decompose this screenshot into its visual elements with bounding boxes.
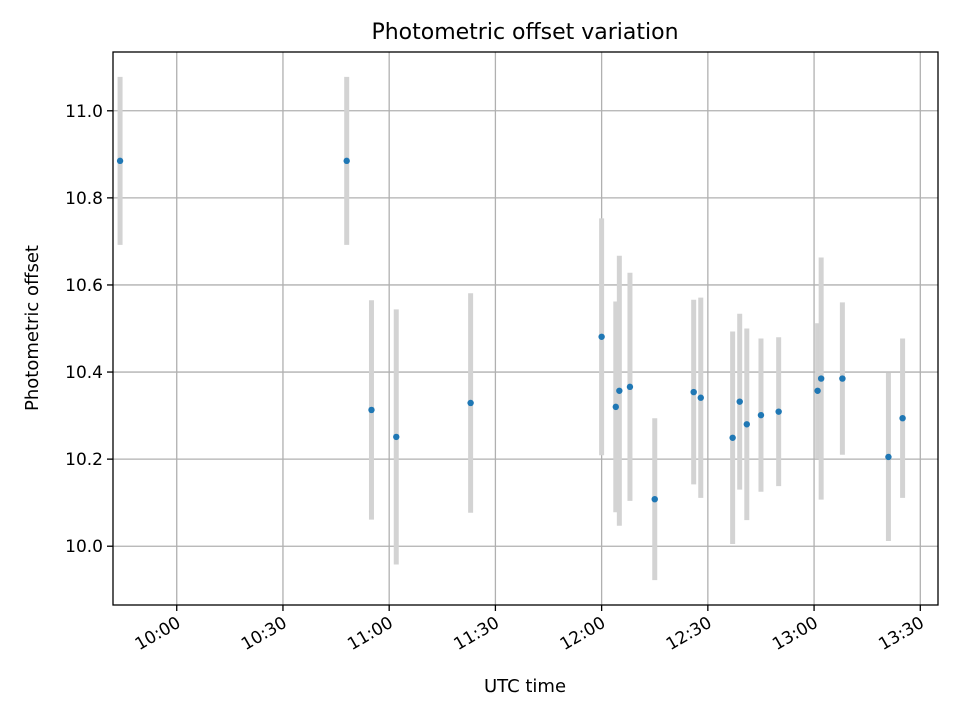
plot-frame bbox=[112, 51, 939, 606]
data-point bbox=[899, 414, 906, 422]
y-tick-label: 10.0 bbox=[65, 537, 103, 557]
data-point bbox=[598, 333, 605, 340]
data-point bbox=[343, 157, 350, 165]
data-points bbox=[116, 157, 906, 503]
y-tick-label: 10.4 bbox=[65, 363, 103, 383]
y-axis-label: Photometric offset bbox=[22, 245, 43, 411]
y-tick-label: 10.2 bbox=[65, 450, 103, 470]
data-point bbox=[757, 411, 765, 419]
data-point bbox=[651, 495, 658, 503]
data-point bbox=[736, 398, 743, 405]
y-tick-label: 10.6 bbox=[65, 276, 103, 296]
data-point bbox=[612, 403, 619, 411]
y-tick-label: 11.0 bbox=[65, 102, 103, 122]
data-point bbox=[690, 388, 697, 396]
data-point bbox=[626, 383, 634, 391]
y-axis: 10.0 10.2 10.4 10.6 10.8 11.0 bbox=[65, 102, 113, 557]
data-point bbox=[775, 408, 782, 415]
data-point bbox=[885, 453, 892, 461]
data-point bbox=[616, 387, 623, 394]
grid bbox=[113, 52, 938, 605]
data-point bbox=[393, 433, 400, 441]
y-tick-label: 10.8 bbox=[65, 189, 103, 209]
x-axis-label: UTC time bbox=[484, 676, 566, 697]
data-point bbox=[743, 421, 750, 428]
data-point bbox=[116, 157, 124, 165]
data-point bbox=[697, 394, 704, 401]
data-point bbox=[368, 406, 375, 414]
data-point bbox=[839, 375, 846, 382]
data-point bbox=[817, 375, 825, 382]
data-point bbox=[467, 399, 474, 407]
chart-title: Photometric offset variation bbox=[371, 20, 678, 45]
data-point bbox=[729, 434, 736, 441]
data-point bbox=[814, 387, 821, 394]
